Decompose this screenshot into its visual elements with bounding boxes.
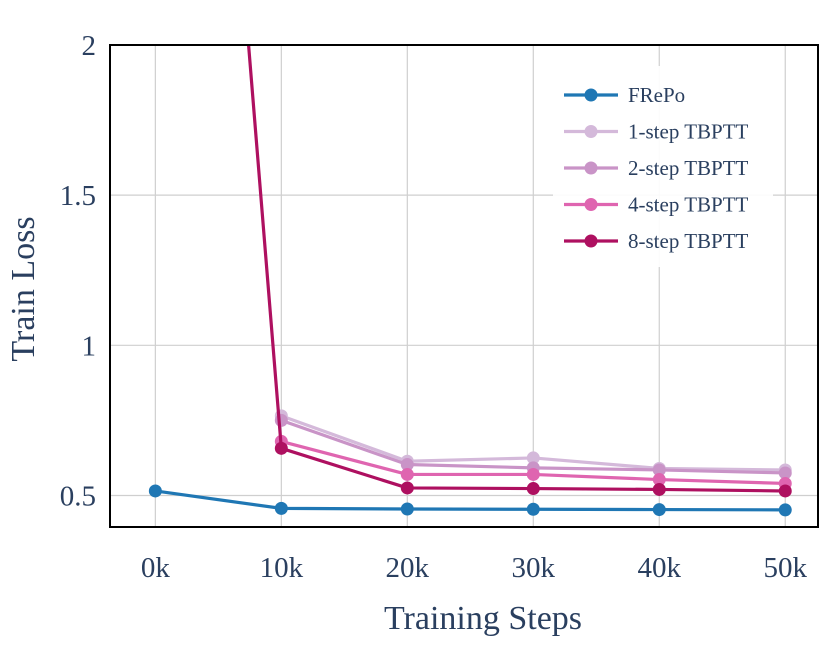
- data-point: [652, 473, 666, 487]
- legend-label: 4-step TBPTT: [628, 193, 749, 217]
- y-axis-ticks: 0.5 1 1.5 2: [60, 30, 96, 512]
- data-point: [148, 484, 162, 498]
- x-tick-label: 20k: [386, 552, 430, 584]
- series-8-step-tbptt: [246, 45, 792, 498]
- data-point: [652, 482, 666, 496]
- legend-marker: [584, 161, 598, 175]
- legend-item: FRePo: [564, 83, 685, 107]
- legend: FRePo 1-step TBPTT 2-step TBPTT 4-step TBPT…: [553, 66, 773, 267]
- series-line: [246, 45, 786, 493]
- legend-item: 2-step TBPTT: [564, 156, 749, 180]
- data-point: [274, 413, 288, 427]
- legend-marker: [584, 88, 598, 102]
- legend-label: FRePo: [628, 83, 685, 107]
- legend-label: 2-step TBPTT: [628, 156, 749, 180]
- data-point: [778, 466, 792, 480]
- data-point: [274, 501, 288, 515]
- y-tick-label: 1.5: [60, 180, 96, 212]
- legend-label: 1-step TBPTT: [628, 120, 749, 144]
- data-point: [652, 503, 666, 517]
- legend-label: 8-step TBPTT: [628, 229, 749, 253]
- legend-item: 4-step TBPTT: [564, 193, 749, 217]
- x-axis-ticks: 0k 10k 20k 30k 40k 50k: [141, 552, 808, 584]
- legend-marker: [584, 234, 598, 248]
- series-layer: [148, 45, 792, 517]
- data-point: [526, 467, 540, 481]
- data-point: [400, 481, 414, 495]
- legend-item: 8-step TBPTT: [564, 229, 749, 253]
- data-point: [526, 502, 540, 516]
- series-line: [155, 489, 786, 512]
- x-tick-label: 30k: [512, 552, 556, 584]
- legend-marker: [584, 125, 598, 138]
- data-point: [274, 441, 288, 455]
- y-tick-label: 2: [82, 30, 97, 62]
- x-axis-title: Training Steps: [384, 600, 582, 637]
- data-point: [400, 502, 414, 516]
- data-point: [526, 482, 540, 496]
- y-axis-title: Train Loss: [5, 216, 42, 361]
- x-tick-label: 10k: [260, 552, 304, 584]
- data-point: [778, 484, 792, 498]
- x-tick-label: 40k: [638, 552, 682, 584]
- data-point: [652, 463, 666, 477]
- x-tick-label: 0k: [141, 552, 171, 584]
- plot-frame: [109, 44, 819, 528]
- data-point: [400, 467, 414, 481]
- legend-item: 1-step TBPTT: [564, 120, 749, 144]
- x-tick-label: 50k: [763, 552, 807, 584]
- data-point: [400, 458, 414, 472]
- data-point: [526, 451, 540, 465]
- legend-marker: [584, 198, 598, 211]
- y-tick-label: 0.5: [60, 480, 96, 512]
- y-tick-label: 1: [82, 330, 97, 362]
- series-frepo: [148, 484, 792, 517]
- data-point: [778, 503, 792, 517]
